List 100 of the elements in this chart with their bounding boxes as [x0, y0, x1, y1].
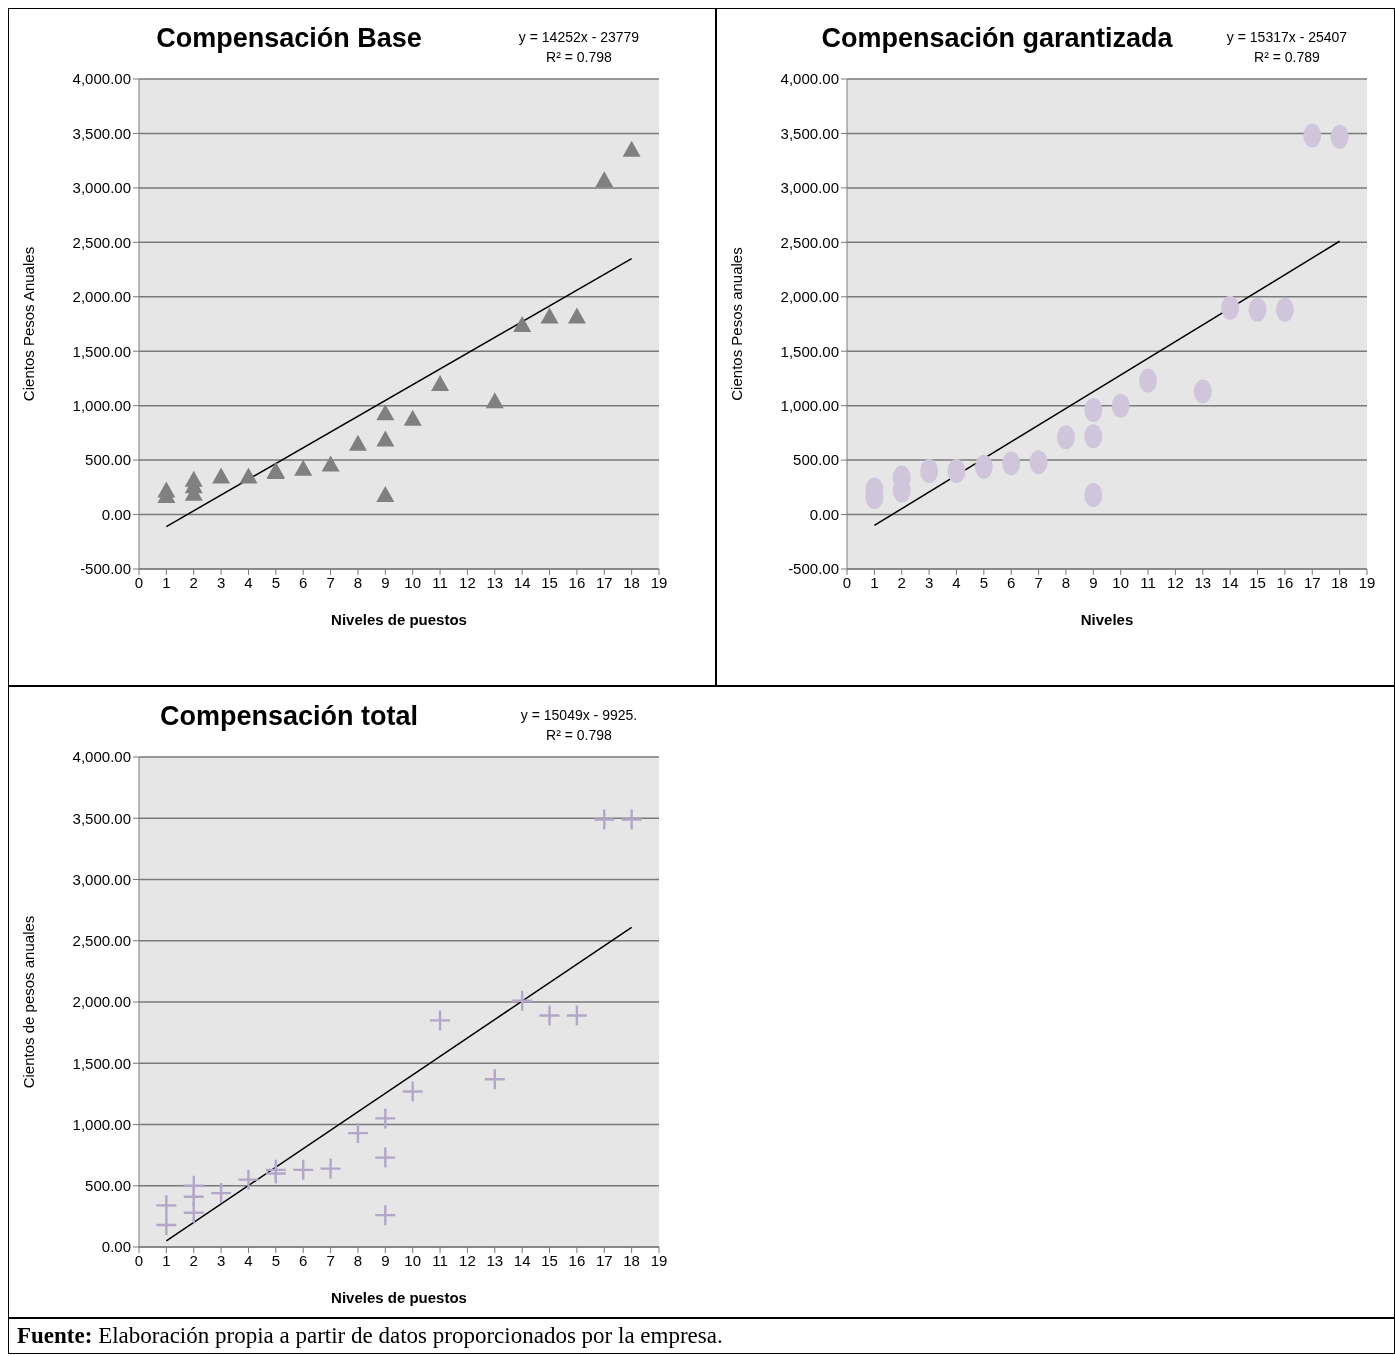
point: [1193, 379, 1212, 404]
point: [1139, 368, 1158, 393]
x-tick-label: 11: [432, 1251, 448, 1269]
point: [156, 1214, 177, 1235]
x-tick-label: 15: [541, 573, 558, 591]
text: R² = 0.789: [1253, 48, 1321, 67]
point: [920, 459, 939, 483]
point: [348, 434, 367, 451]
x-tick-label: 14: [513, 1251, 531, 1269]
x-tick-label: 12: [459, 573, 476, 591]
y-tick-label: 1,000.00: [72, 396, 131, 414]
y-tick-label: 3,000.00: [72, 870, 131, 888]
y-tick-label: 2,000.00: [72, 993, 131, 1011]
x-tick-label: 16: [568, 573, 586, 591]
x-tick-label: 17: [595, 1251, 613, 1269]
x-tick-label: 7: [326, 573, 335, 591]
point: [1221, 295, 1240, 320]
text: R² = 0.798: [545, 48, 613, 67]
chart-title: Compensación Base: [155, 23, 423, 54]
point: [1303, 123, 1322, 148]
point: [375, 1108, 396, 1129]
x-tick-label: 9: [381, 1251, 390, 1269]
x-tick-label: 1: [870, 573, 879, 591]
x-tick-label: 2: [189, 573, 198, 591]
x-tick-label: 2: [189, 1251, 198, 1269]
x-tick-label: 1: [162, 1251, 171, 1269]
y-tick-label: 3,500.00: [72, 124, 131, 142]
point: [1084, 482, 1103, 507]
point: [1084, 398, 1103, 423]
y-tick-label: 0.00: [809, 505, 839, 523]
y-tick-label: 3,500.00: [780, 124, 839, 142]
point: [239, 467, 258, 484]
y-tick-label: -500.00: [788, 560, 839, 578]
x-axis-title: Niveles de puestos: [331, 611, 467, 628]
point: [513, 316, 532, 333]
point: [947, 459, 966, 483]
point: [1111, 393, 1130, 418]
point: [567, 307, 586, 324]
y-tick-label: 0.00: [101, 1238, 131, 1256]
x-tick-label: 4: [244, 1251, 253, 1269]
x-tick-label: 6: [299, 573, 308, 591]
point: [1056, 425, 1075, 450]
x-tick-label: 19: [1358, 573, 1376, 591]
x-tick-label: 0: [842, 573, 852, 591]
x-tick-label: 7: [326, 1251, 335, 1269]
point: [595, 171, 614, 188]
y-tick-label: 500.00: [85, 451, 131, 469]
point: [431, 374, 450, 391]
x-tick-label: 19: [650, 1251, 668, 1269]
x-tick-label: 10: [1112, 573, 1130, 591]
x-tick-label: 17: [1303, 573, 1321, 591]
point: [294, 459, 313, 476]
point: [566, 1005, 587, 1026]
x-tick-label: 17: [595, 573, 613, 591]
y-tick-label: 1,500.00: [72, 342, 131, 360]
y-tick-label: -500.00: [80, 560, 131, 578]
x-tick-label: 15: [1249, 573, 1266, 591]
point: [321, 455, 340, 472]
x-tick-label: 14: [513, 573, 531, 591]
y-tick-label: 2,500.00: [72, 932, 131, 950]
x-axis-title: Niveles de puestos: [331, 1289, 467, 1306]
point: [238, 1169, 259, 1190]
x-tick-label: 0: [134, 1251, 144, 1269]
point: [622, 140, 641, 157]
x-axis-title: Niveles: [1080, 611, 1134, 628]
x-tick-label: 8: [1061, 573, 1071, 591]
point: [540, 307, 559, 324]
x-tick-label: 14: [1221, 573, 1239, 591]
y-tick-label: 2,000.00: [780, 288, 839, 306]
x-tick-label: 5: [979, 573, 989, 591]
x-tick-label: 18: [1331, 573, 1348, 591]
x-tick-label: 10: [404, 1251, 422, 1269]
y-tick-label: 1,500.00: [72, 1054, 131, 1072]
y-tick-label: 2,000.00: [72, 288, 131, 306]
y-tick-label: 1,000.00: [72, 1115, 131, 1133]
point: [402, 1081, 423, 1102]
x-tick-label: 9: [1089, 573, 1098, 591]
x-tick-label: 8: [353, 1251, 363, 1269]
text: y = 14252x - 23779: [517, 28, 641, 47]
x-tick-label: 11: [1140, 573, 1156, 591]
y-tick-label: 2,500.00: [72, 233, 131, 251]
x-tick-label: 4: [952, 573, 961, 591]
point: [403, 409, 422, 426]
point: [320, 1158, 341, 1179]
y-tick-label: 1,500.00: [780, 342, 839, 360]
x-tick-label: 6: [299, 1251, 308, 1269]
text: y = 15317x - 25407: [1225, 28, 1349, 47]
x-tick-label: 3: [216, 573, 226, 591]
y-tick-label: 2,500.00: [780, 233, 839, 251]
point: [485, 392, 504, 409]
point: [376, 430, 395, 447]
y-axis-title: Cientos de pesos anuales: [20, 915, 38, 1089]
x-tick-label: 4: [244, 573, 253, 591]
point: [974, 454, 993, 479]
y-tick-label: 500.00: [85, 1177, 131, 1195]
x-tick-label: 2: [897, 573, 906, 591]
x-tick-label: 6: [1007, 573, 1016, 591]
x-tick-label: 10: [404, 573, 422, 591]
y-tick-label: 3,000.00: [780, 179, 839, 197]
x-tick-label: 12: [1167, 573, 1184, 591]
